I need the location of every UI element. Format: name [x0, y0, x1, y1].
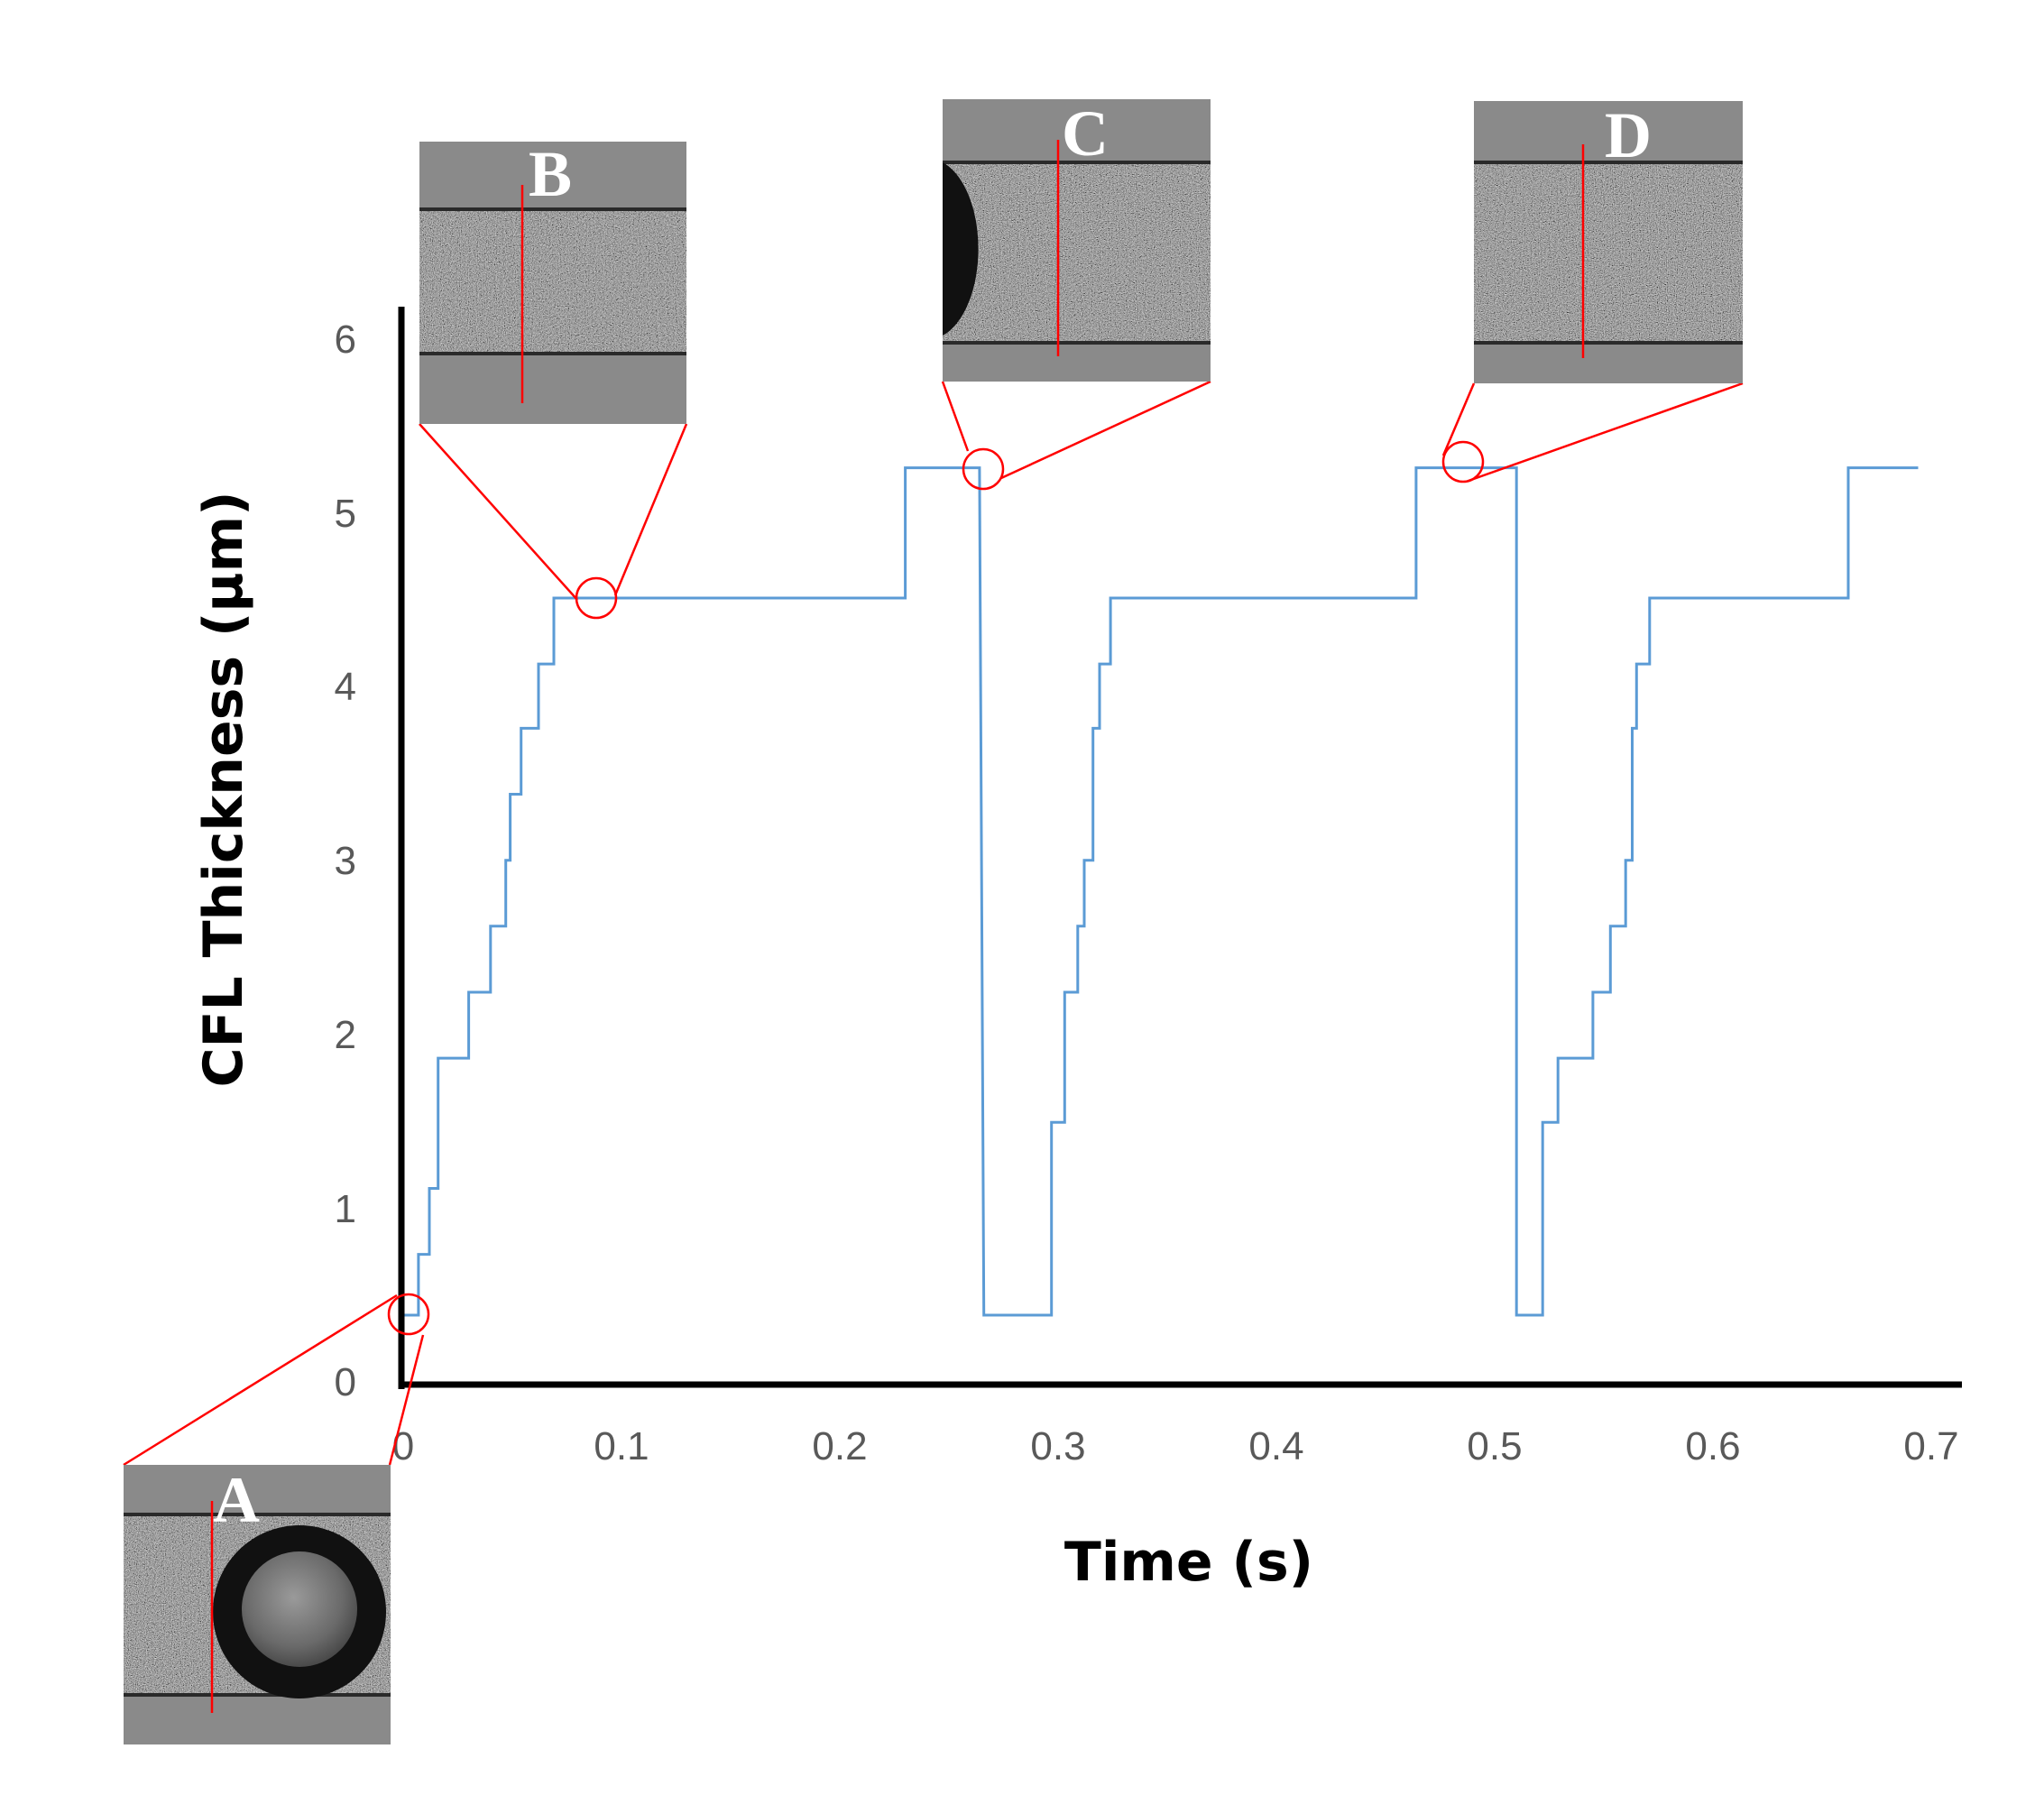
inset-label-D: D [1605, 99, 1652, 171]
y-tick-label: 3 [335, 839, 356, 883]
y-tick-label: 0 [335, 1360, 356, 1404]
inset-image-A: A [124, 1464, 391, 1744]
y-tick-label: 4 [335, 665, 356, 709]
y-tick-label: 1 [335, 1187, 356, 1231]
inset-label-B: B [529, 138, 572, 210]
x-tick-label: 0.7 [1903, 1424, 1958, 1468]
x-tick-label: 0.1 [594, 1424, 649, 1468]
y-tick-label: 6 [335, 318, 356, 362]
callout-A [123, 1293, 430, 1467]
inset-image-D: D [1474, 99, 1743, 383]
callout-B [419, 423, 688, 620]
x-tick-label: 0.5 [1467, 1424, 1522, 1468]
callout-D [1441, 382, 1744, 483]
x-tick-label: 0.3 [1030, 1424, 1085, 1468]
y-tick-label: 5 [335, 492, 356, 536]
inset-label-A: A [213, 1464, 260, 1536]
callout-C [941, 380, 1211, 491]
x-tick-label: 0.2 [812, 1424, 867, 1468]
x-axis-title: Time (s) [1064, 1531, 1313, 1594]
inset-label-C: C [1062, 97, 1109, 170]
inset-image-C: C [943, 97, 1211, 382]
series-line-cfl-thickness [403, 466, 1919, 1317]
y-tick-label: 2 [335, 1013, 356, 1057]
y-axis-title: CFL Thickness (μm) [192, 491, 255, 1087]
x-tick-label: 0 [392, 1424, 414, 1468]
x-tick-label: 0.4 [1248, 1424, 1303, 1468]
x-tick-label: 0.6 [1685, 1424, 1740, 1468]
inset-image-B: B [419, 138, 686, 424]
